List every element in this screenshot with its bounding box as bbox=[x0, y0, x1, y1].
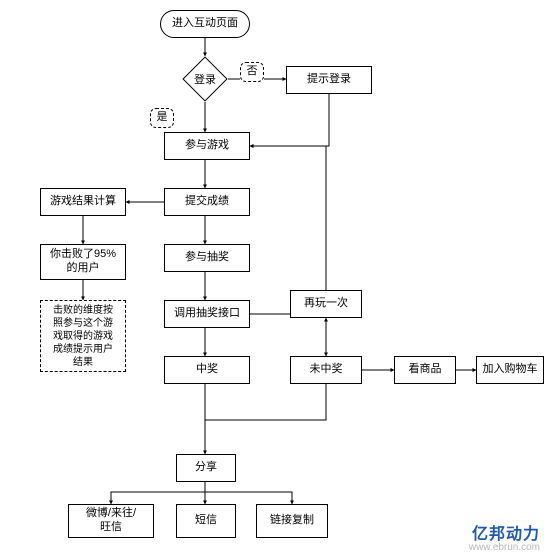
flowchart-canvas: 进入互动页面登录 否 提示登录是参与游戏提交成绩 游戏结果计算你击败了95%的用户击败… bbox=[0, 0, 550, 559]
node-sms: 短信 bbox=[176, 504, 236, 538]
node-start: 进入互动页面 bbox=[160, 10, 250, 38]
node-share: 分享 bbox=[176, 454, 236, 482]
node-calc_result: 游戏结果计算 bbox=[40, 188, 126, 216]
node-view_goods: 看商品 bbox=[394, 356, 456, 384]
node-weibo: 微博/来往/旺信 bbox=[68, 504, 154, 538]
node-play_game: 参与游戏 bbox=[164, 132, 250, 160]
node-call_api: 调用抽奖接口 bbox=[164, 300, 250, 328]
node-login: 登录 bbox=[182, 56, 228, 102]
node-copy_link: 链接复制 bbox=[256, 504, 328, 538]
node-join_lottery: 参与抽奖 bbox=[164, 244, 250, 272]
node-lose: 未中奖 bbox=[290, 356, 362, 384]
node-yes_lbl: 是 bbox=[150, 108, 174, 128]
node-no_lbl: 否 bbox=[240, 62, 264, 82]
node-win: 中奖 bbox=[164, 356, 250, 384]
login-label: 登录 bbox=[194, 71, 216, 87]
node-prompt_login: 提示登录 bbox=[286, 66, 372, 94]
node-add_cart: 加入购物车 bbox=[476, 356, 544, 384]
node-beat_users: 你击败了95%的用户 bbox=[40, 244, 126, 280]
node-note: 击败的维度按照参与这个游戏取得的游戏成绩提示用户结果 bbox=[40, 300, 126, 372]
node-replay: 再玩一次 bbox=[290, 290, 362, 318]
node-submit_score: 提交成绩 bbox=[164, 188, 250, 216]
